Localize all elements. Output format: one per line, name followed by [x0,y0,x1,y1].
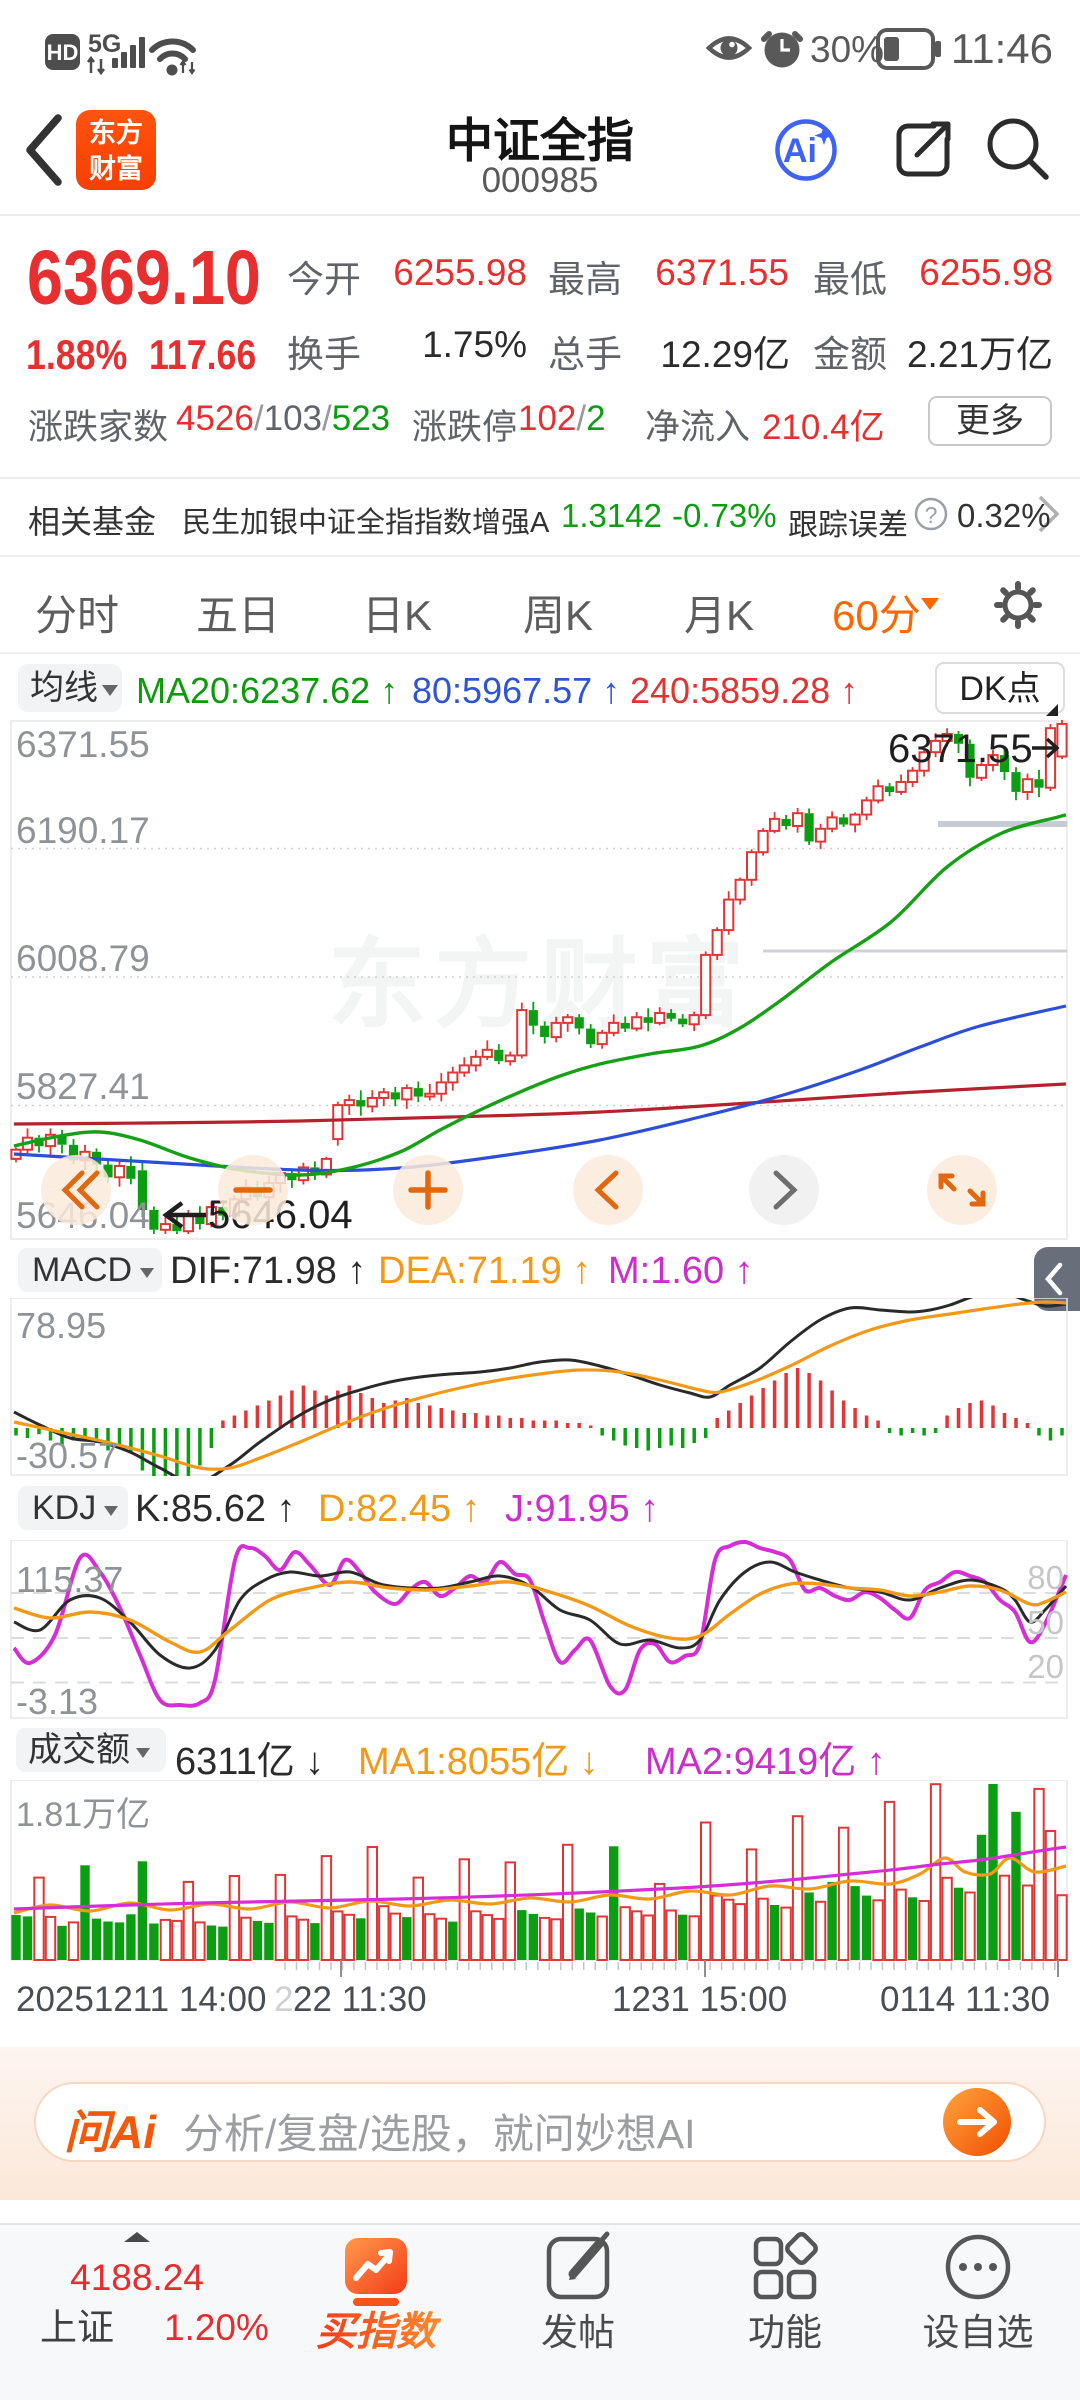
svg-text:80: 80 [1027,1559,1064,1596]
svg-text:1.81万亿: 1.81万亿 [16,1796,150,1834]
svg-text:买指数: 买指数 [316,2310,442,2354]
svg-text:-3.13: -3.13 [16,1681,98,1719]
svg-text:设自选: 设自选 [923,2312,1034,2353]
svg-text:6190.17: 6190.17 [16,810,150,851]
svg-text:?: ? [925,502,938,528]
svg-text:5G: 5G [88,30,121,58]
svg-text:发帖: 发帖 [541,2312,615,2353]
svg-text:6371.55: 6371.55 [888,727,1033,771]
svg-text:HD: HD [47,40,79,65]
svg-text:上证: 上证 [40,2307,114,2348]
svg-text:1.20%: 1.20% [164,2307,269,2348]
svg-text:6008.79: 6008.79 [16,938,150,979]
svg-text:115.37: 115.37 [16,1559,123,1600]
svg-text:4188.24: 4188.24 [70,2257,204,2298]
svg-text:6371.55: 6371.55 [16,724,150,765]
svg-text:-30.57: -30.57 [16,1435,118,1476]
svg-text:功能: 功能 [748,2312,822,2353]
svg-text:78.95: 78.95 [16,1305,106,1346]
svg-text:30%: 30% [810,29,884,70]
svg-text:Ai: Ai [783,132,817,170]
svg-text:东方财富: 东方财富 [328,929,752,1039]
svg-text:11:46: 11:46 [951,25,1053,72]
svg-text:50: 50 [1027,1604,1064,1641]
svg-text:5827.41: 5827.41 [16,1066,150,1107]
svg-text:20: 20 [1027,1648,1064,1685]
